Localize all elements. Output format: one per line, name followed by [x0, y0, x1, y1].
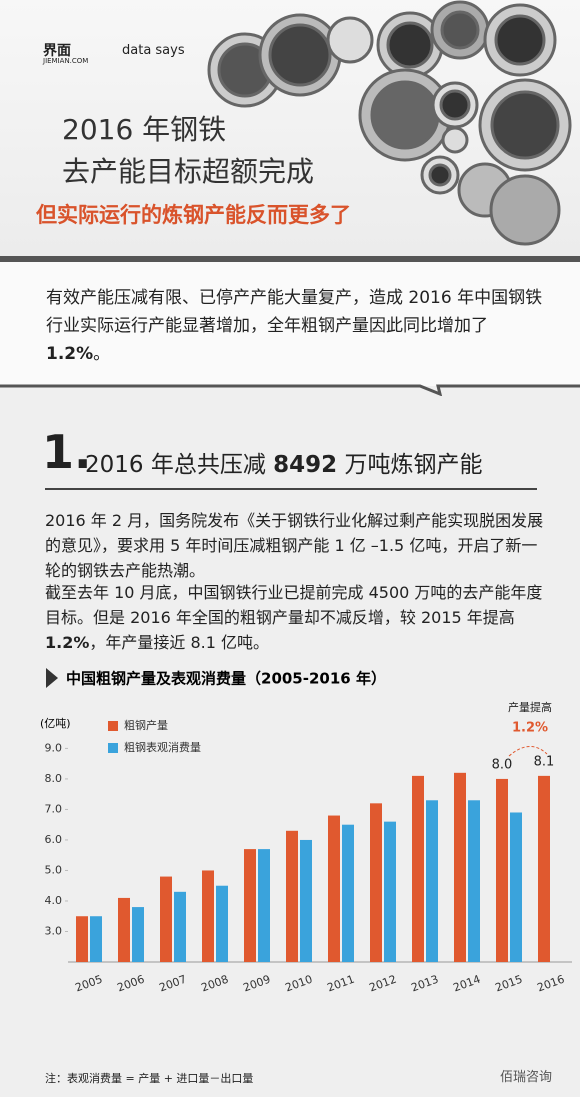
pipes-illustration — [207, 0, 572, 246]
chart-title: 中国粗钢产量及表观消费量（2005-2016 年） — [66, 670, 386, 688]
y-axis-label: (亿吨) — [40, 717, 71, 730]
x-tick-label: 2013 — [409, 973, 440, 995]
section-heading: 2016 年总共压减 8492 万吨炼钢产能 — [85, 445, 483, 479]
y-tick-label: 6.0 — [45, 833, 63, 846]
bar — [426, 800, 438, 962]
bar — [454, 772, 466, 962]
intro-text: 有效产能压减有限、已停产产能大量复产，造成 2016 年中国钢铁行业实际运行产能… — [46, 284, 546, 368]
y-tick-label: 5.0 — [45, 863, 63, 876]
bar — [510, 812, 522, 962]
paragraph-2-text-2: ，年产量接近 8.1 亿吨。 — [89, 633, 269, 652]
logo-jiemian-sub: JIEMIAN.COM — [43, 57, 89, 65]
title-line-2: 去产能目标超额完成 — [62, 155, 315, 188]
y-tick-label: 8.0 — [45, 772, 63, 785]
bar — [76, 916, 88, 962]
heading-bold: 8492 — [273, 452, 338, 478]
logo-jiemian: 界面 — [43, 43, 71, 59]
legend-label: 粗钢表观消费量 — [124, 740, 201, 754]
subtitle: 但实际运行的炼钢产能反而更多了 — [36, 203, 351, 227]
logo-datasays: data says — [122, 43, 185, 58]
bar — [300, 839, 312, 962]
x-tick-label: 2012 — [367, 973, 398, 995]
value-label: 8.0 — [492, 757, 513, 772]
y-tick-label: 4.0 — [45, 894, 63, 907]
paragraph-2: 截至去年 10 月底，中国钢铁行业已提前完成 4500 万吨的去产能年度目标。但… — [45, 580, 545, 655]
x-tick-label: 2016 — [535, 973, 566, 995]
chart: 中国粗钢产量及表观消费量（2005-2016 年） (亿吨) 3.0 4.0 5.0… — [40, 668, 572, 995]
bar — [244, 849, 256, 962]
bar — [174, 891, 186, 962]
bar — [370, 803, 382, 962]
legend-label: 粗钢产量 — [124, 718, 168, 732]
y-tick-label: 7.0 — [45, 802, 63, 815]
bar — [258, 849, 270, 962]
paragraph-2-text-1: 截至去年 10 月底，中国钢铁行业已提前完成 4500 万吨的去产能年度目标。但… — [45, 583, 543, 627]
x-tick-label: 2010 — [283, 973, 314, 995]
paragraph-1: 2016 年 2 月，国务院发布《关于钢铁行业化解过剩产能实现脱困发展的意见》，… — [45, 511, 544, 580]
x-tick-label: 2007 — [157, 973, 188, 995]
watermark: 佰瑞咨询 — [500, 1070, 553, 1085]
bar — [216, 885, 228, 962]
x-tick-label: 2011 — [325, 973, 356, 995]
bar — [468, 800, 480, 962]
divider — [0, 256, 580, 262]
x-tick-label: 2005 — [73, 973, 104, 995]
x-tick-label: 2009 — [241, 973, 272, 995]
bar — [384, 821, 396, 962]
chart-title-icon — [46, 668, 58, 688]
intro-text-2: 。 — [93, 344, 111, 364]
x-tick-label: 2008 — [199, 973, 230, 995]
x-tick-label: 2006 — [115, 973, 146, 995]
bar — [496, 778, 508, 962]
annotation-arrow — [508, 746, 548, 757]
bar — [538, 775, 550, 962]
bar — [202, 870, 214, 962]
y-tick-label: 3.0 — [45, 924, 63, 937]
y-tick-label: 9.0 — [45, 741, 63, 754]
annotation: 产量提高 — [508, 700, 552, 714]
bar — [412, 775, 424, 962]
bar — [286, 830, 298, 962]
paragraph-2-bold: 1.2% — [45, 633, 90, 652]
intro-bold: 1.2% — [46, 344, 94, 364]
bar — [118, 897, 130, 962]
note: 注：表观消费量 = 产量 + 进口量－出口量 — [45, 1072, 254, 1085]
heading-1: 2016 年总共压减 — [85, 452, 266, 478]
legend-swatch — [108, 721, 118, 731]
x-tick-label: 2014 — [451, 973, 482, 995]
bar — [328, 815, 340, 962]
bubble-edge — [0, 384, 580, 396]
header-background: 界面 JIEMIAN.COM data says 2016 年钢铁 去产能目标超… — [0, 0, 580, 256]
intro-text-1: 有效产能压减有限、已停产产能大量复产，造成 2016 年中国钢铁行业实际运行产能… — [46, 288, 543, 336]
bar — [342, 824, 354, 962]
x-tick-label: 2015 — [493, 973, 524, 995]
heading-2: 万吨炼钢产能 — [344, 452, 483, 478]
annotation: 1.2% — [512, 721, 548, 736]
legend-swatch — [108, 743, 118, 753]
pipes — [207, 0, 572, 246]
title-line-1: 2016 年钢铁 — [62, 113, 227, 146]
bar — [132, 907, 144, 962]
value-label: 8.1 — [534, 754, 555, 769]
heading-rule — [45, 488, 537, 490]
bar — [90, 916, 102, 962]
section-number: 1. — [42, 425, 92, 479]
bubble-line — [0, 384, 580, 396]
bar — [160, 876, 172, 962]
intro-box: 有效产能压减有限、已停产产能大量复产，造成 2016 年中国钢铁行业实际运行产能… — [0, 262, 580, 386]
